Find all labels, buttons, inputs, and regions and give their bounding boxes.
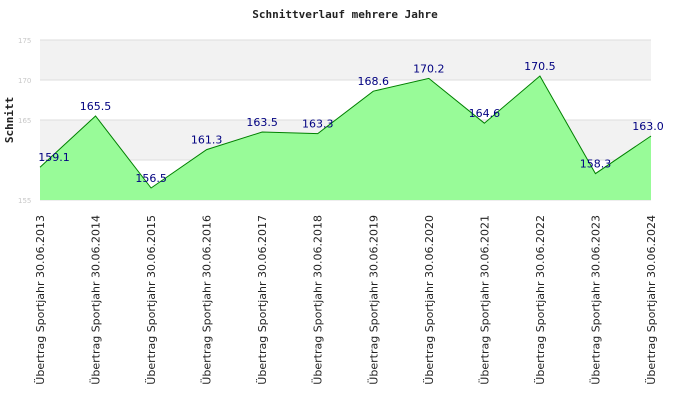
data-label: 163.5 (246, 116, 278, 129)
x-tick-label: Übertrag Sportjahr 30.06.2019 (367, 215, 380, 385)
x-tick-label: Übertrag Sportjahr 30.06.2017 (256, 215, 269, 385)
data-label: 170.2 (413, 62, 445, 75)
x-tick-label: Übertrag Sportjahr 30.06.2021 (478, 215, 491, 385)
x-tick-label: Übertrag Sportjahr 30.06.2018 (312, 215, 325, 385)
x-tick-label: Übertrag Sportjahr 30.06.2014 (90, 215, 103, 385)
data-label: 158.3 (580, 158, 612, 171)
background-band (40, 40, 651, 80)
chart-title: Schnittverlauf mehrere Jahre (252, 8, 438, 21)
data-label: 168.6 (358, 75, 390, 88)
y-tick-label: 155 (18, 197, 31, 205)
data-label: 159.1 (38, 151, 70, 164)
y-axis-label: Schnitt (3, 97, 16, 143)
data-label: 170.5 (524, 60, 556, 73)
series-line (39, 75, 652, 189)
x-tick-label: Übertrag Sportjahr 30.06.2015 (145, 215, 158, 385)
y-tick-label: 175 (18, 37, 31, 45)
data-label: 164.6 (469, 107, 501, 120)
data-label: 165.5 (80, 100, 112, 113)
data-label: 156.5 (135, 172, 167, 185)
x-tick-label: Übertrag Sportjahr 30.06.2023 (589, 215, 602, 385)
data-label: 163.3 (302, 118, 334, 131)
data-label: 163.0 (632, 120, 664, 133)
series-area (40, 76, 651, 200)
x-tick-label: Übertrag Sportjahr 30.06.2024 (645, 215, 658, 385)
plot-area: 155 165 170 175 159.1 165.5 156.5 161.3 163.5 163… (18, 37, 664, 385)
x-tick-label: Übertrag Sportjahr 30.06.2020 (423, 215, 436, 385)
y-tick-label: 170 (18, 77, 31, 85)
data-label: 161.3 (191, 134, 223, 147)
x-tick-label: Übertrag Sportjahr 30.06.2013 (34, 215, 47, 385)
x-tick-label: Übertrag Sportjahr 30.06.2016 (201, 215, 214, 385)
x-tick-label: Übertrag Sportjahr 30.06.2022 (534, 215, 547, 385)
y-tick-label: 165 (18, 117, 31, 125)
